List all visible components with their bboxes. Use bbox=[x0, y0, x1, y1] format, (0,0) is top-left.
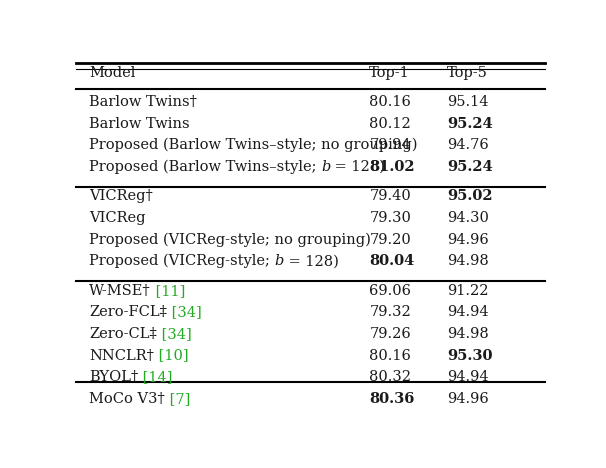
Text: 91.22: 91.22 bbox=[447, 284, 488, 298]
Text: 95.02: 95.02 bbox=[447, 189, 493, 203]
Text: 94.98: 94.98 bbox=[447, 327, 488, 341]
Text: 95.30: 95.30 bbox=[447, 349, 492, 363]
Text: NNCLR†: NNCLR† bbox=[89, 349, 154, 363]
Text: Barlow Twins: Barlow Twins bbox=[89, 117, 190, 131]
Text: 79.32: 79.32 bbox=[369, 305, 411, 319]
Text: VICReg: VICReg bbox=[89, 211, 145, 225]
Text: [11]: [11] bbox=[150, 284, 185, 298]
Text: 80.32: 80.32 bbox=[369, 370, 411, 384]
Text: [34]: [34] bbox=[167, 305, 202, 319]
Text: Zero-CL‡: Zero-CL‡ bbox=[89, 327, 156, 341]
Text: b: b bbox=[321, 160, 330, 174]
Text: W-MSE†: W-MSE† bbox=[89, 284, 150, 298]
Text: 69.06: 69.06 bbox=[369, 284, 411, 298]
Text: 95.24: 95.24 bbox=[447, 117, 493, 131]
Text: Proposed (Barlow Twins–style; no grouping): Proposed (Barlow Twins–style; no groupin… bbox=[89, 138, 418, 152]
Text: 80.16: 80.16 bbox=[369, 95, 411, 109]
Text: 79.20: 79.20 bbox=[369, 233, 411, 247]
Text: 80.16: 80.16 bbox=[369, 349, 411, 363]
Text: 81.02: 81.02 bbox=[369, 160, 415, 174]
Text: 94.98: 94.98 bbox=[447, 254, 488, 268]
Text: 95.24: 95.24 bbox=[447, 160, 493, 174]
Text: Zero-FCL‡: Zero-FCL‡ bbox=[89, 305, 167, 319]
Text: MoCo V3†: MoCo V3† bbox=[89, 392, 165, 406]
Text: Top-1: Top-1 bbox=[369, 66, 410, 80]
Text: b: b bbox=[275, 254, 284, 268]
Text: 94.76: 94.76 bbox=[447, 138, 488, 152]
Text: 79.40: 79.40 bbox=[369, 189, 411, 203]
Text: Top-5: Top-5 bbox=[447, 66, 488, 80]
Text: 94.96: 94.96 bbox=[447, 392, 488, 406]
Text: BYOL†: BYOL† bbox=[89, 370, 138, 384]
Text: 94.94: 94.94 bbox=[447, 305, 488, 319]
Text: 79.26: 79.26 bbox=[369, 327, 411, 341]
Text: 80.36: 80.36 bbox=[369, 392, 415, 406]
Text: Proposed (VICReg-style;: Proposed (VICReg-style; bbox=[89, 254, 275, 268]
Text: 94.94: 94.94 bbox=[447, 370, 488, 384]
Text: 79.94: 79.94 bbox=[369, 138, 411, 152]
Text: Proposed (Barlow Twins–style;: Proposed (Barlow Twins–style; bbox=[89, 160, 321, 174]
Text: Barlow Twins†: Barlow Twins† bbox=[89, 95, 197, 109]
Text: = 128): = 128) bbox=[284, 254, 339, 268]
Text: = 128): = 128) bbox=[330, 160, 385, 174]
Text: 80.04: 80.04 bbox=[369, 254, 415, 268]
Text: Proposed (VICReg-style; no grouping): Proposed (VICReg-style; no grouping) bbox=[89, 232, 371, 247]
Text: [14]: [14] bbox=[138, 370, 173, 384]
Text: 94.30: 94.30 bbox=[447, 211, 488, 225]
Text: 79.30: 79.30 bbox=[369, 211, 411, 225]
Text: [34]: [34] bbox=[156, 327, 191, 341]
Text: VICReg†: VICReg† bbox=[89, 189, 153, 203]
Text: 94.96: 94.96 bbox=[447, 233, 488, 247]
Text: Model: Model bbox=[89, 66, 135, 80]
Text: [7]: [7] bbox=[165, 392, 190, 406]
Text: 95.14: 95.14 bbox=[447, 95, 488, 109]
Text: [10]: [10] bbox=[154, 349, 188, 363]
Text: 80.12: 80.12 bbox=[369, 117, 411, 131]
